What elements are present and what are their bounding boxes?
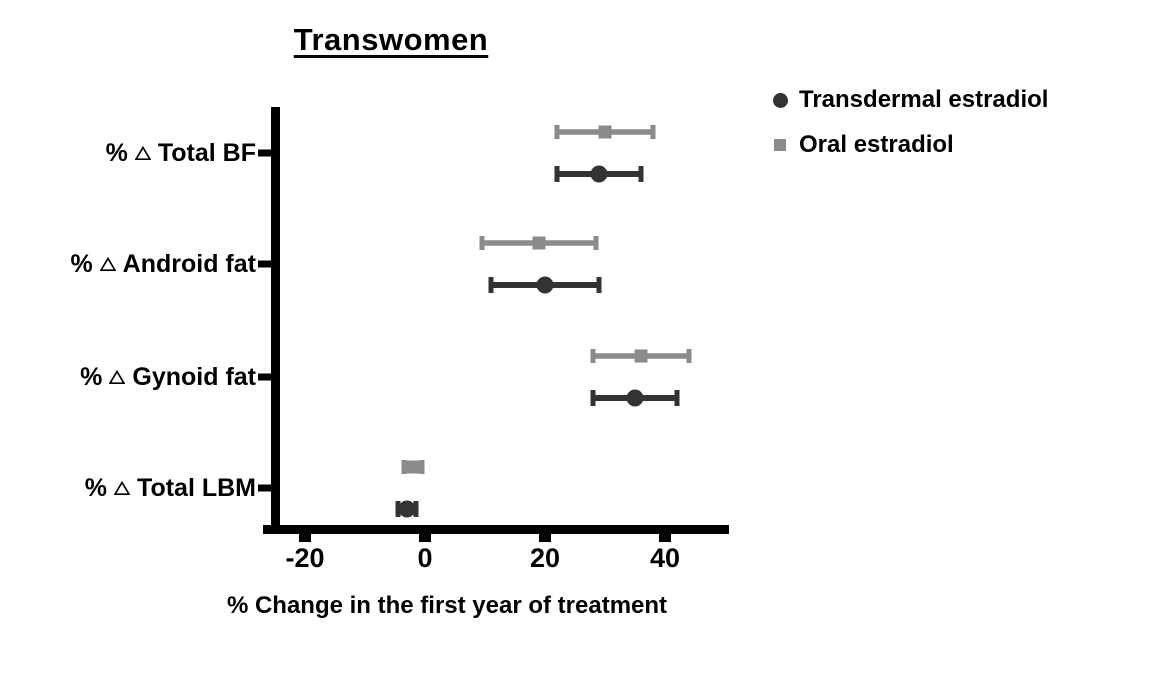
x-axis-title: % Change in the first year of treatment	[226, 592, 668, 619]
x-tick-mark	[419, 534, 431, 542]
x-tick-mark	[539, 534, 551, 542]
error-bar-cap	[413, 501, 419, 517]
category-label-total-bf: % Total BF	[106, 137, 256, 169]
y-tick-mark	[258, 260, 271, 268]
category-label-android-fat: % Android fat	[70, 248, 256, 280]
data-marker-circle	[536, 276, 554, 294]
percent-sign: %	[80, 363, 103, 391]
category-label-text: Total LBM	[137, 474, 256, 502]
chart-title: Transwomen	[293, 22, 489, 57]
error-bar-cap	[488, 277, 494, 293]
x-axis-line	[263, 525, 729, 534]
error-bar-cap	[554, 166, 560, 182]
error-bar-cap	[401, 460, 407, 474]
data-marker-square	[634, 349, 648, 363]
data-marker-circle	[398, 500, 416, 518]
error-bar-cap	[650, 125, 656, 139]
x-tick-mark	[299, 534, 311, 542]
percent-sign: %	[105, 139, 128, 167]
legend-item-transdermal: Transdermal estradiol	[773, 86, 1048, 114]
category-label-total-lbm: % Total LBM	[85, 472, 256, 504]
x-tick-mark	[659, 534, 671, 542]
square-marker-icon	[773, 139, 799, 151]
error-bar-cap	[479, 236, 485, 250]
error-bar-cap	[554, 125, 560, 139]
error-bar-cap	[593, 236, 599, 250]
error-bar-cap	[686, 349, 692, 363]
error-bar-cap	[419, 460, 425, 474]
data-marker-square	[406, 460, 420, 474]
error-bar-cap	[590, 349, 596, 363]
y-tick-mark	[258, 149, 271, 157]
delta-icon	[99, 256, 116, 271]
legend-item-oral: Oral estradiol	[773, 131, 1048, 159]
error-bar-cap	[395, 501, 401, 517]
delta-icon	[114, 480, 131, 495]
legend-label: Transdermal estradiol	[799, 86, 1049, 113]
x-tick-label: -20	[285, 543, 325, 573]
y-tick-mark	[258, 484, 271, 492]
x-tick-label: 0	[417, 543, 433, 573]
data-marker-square	[532, 236, 546, 250]
legend-label: Oral estradiol	[799, 131, 954, 158]
percent-sign: %	[84, 474, 108, 502]
error-bar-cap	[674, 390, 680, 406]
category-label-gynoid-fat: % Gynoid fat	[80, 361, 256, 393]
x-tick-label: 40	[649, 543, 681, 573]
error-bar-cap	[590, 390, 596, 406]
delta-icon	[109, 369, 126, 384]
x-tick-label: 20	[529, 543, 561, 573]
data-marker-circle	[626, 389, 644, 407]
circle-marker-icon	[773, 92, 799, 108]
y-axis-line	[271, 107, 280, 534]
legend: Transdermal estradiol Oral estradiol	[773, 86, 1048, 159]
error-bar-cap	[638, 166, 644, 182]
category-label-text: Gynoid fat	[132, 363, 256, 391]
category-label-text: Android fat	[122, 250, 256, 278]
delta-icon	[134, 145, 151, 160]
error-bar-cap	[596, 277, 602, 293]
category-label-text: Total BF	[157, 139, 256, 167]
y-tick-mark	[258, 373, 271, 381]
data-marker-square	[598, 125, 612, 139]
data-marker-circle	[590, 165, 608, 183]
percent-sign: %	[70, 250, 93, 278]
